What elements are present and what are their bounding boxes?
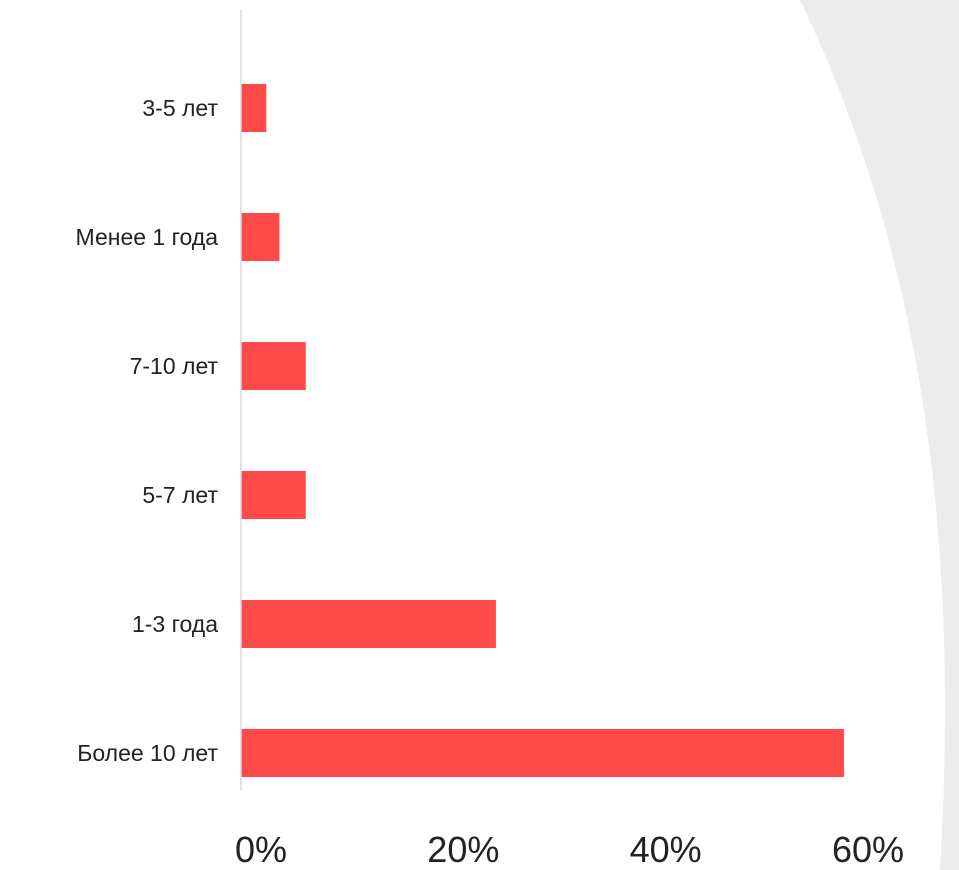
category-label: Менее 1 года xyxy=(76,224,219,250)
x-tick-labels-group: 0% 20% 40% 60% xyxy=(235,829,904,870)
category-label: 1-3 года xyxy=(132,611,218,637)
bar xyxy=(241,600,496,648)
bar xyxy=(241,213,280,261)
background-decoration-shape xyxy=(800,0,959,870)
bar xyxy=(241,471,306,519)
bar xyxy=(241,84,267,132)
category-label: 7-10 лет xyxy=(130,353,219,379)
category-label: 3-5 лет xyxy=(142,95,218,121)
bar xyxy=(241,729,844,777)
category-label: 5-7 лет xyxy=(142,482,218,508)
bar xyxy=(241,342,306,390)
x-tick-label: 60% xyxy=(832,829,904,870)
x-tick-label: 0% xyxy=(235,829,287,870)
bars-group xyxy=(241,84,844,777)
category-labels-group: 3-5 лет Менее 1 года 7-10 лет 5-7 лет 1-3 го… xyxy=(76,95,219,766)
category-label: Более 10 лет xyxy=(77,740,218,766)
x-tick-label: 40% xyxy=(630,829,702,870)
x-tick-label: 20% xyxy=(427,829,499,870)
